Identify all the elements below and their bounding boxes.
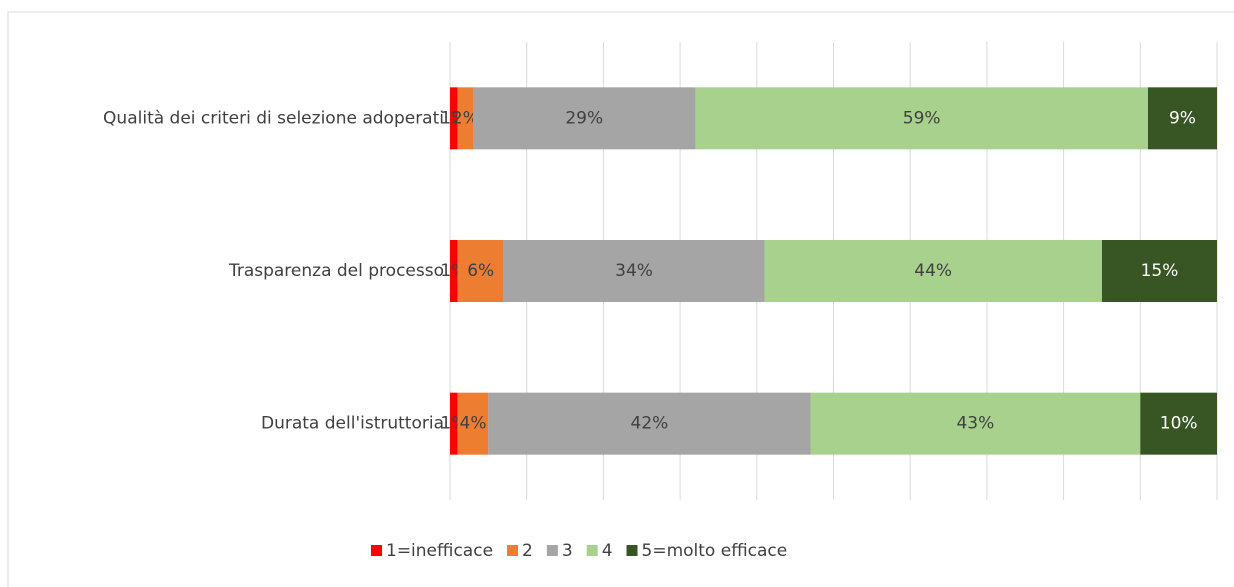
bar-segment [695, 87, 1148, 150]
bar-segment [1147, 87, 1217, 150]
bar-segment [450, 392, 458, 455]
data-label: 2% [452, 108, 479, 128]
legend-label: 2 [522, 541, 533, 561]
bar-segment [1140, 392, 1217, 455]
data-label: 59% [903, 108, 941, 128]
legend-swatch [546, 545, 558, 556]
bar-segment [503, 240, 765, 302]
y-tick-label: Qualità dei criteri di selezione adopera… [103, 108, 444, 128]
legend-swatch [586, 545, 598, 556]
data-label: 4% [460, 414, 487, 434]
data-label: 10% [1160, 414, 1198, 434]
legend-label: 3 [562, 541, 573, 561]
bar-segment [810, 392, 1141, 455]
data-label: 42% [631, 414, 669, 434]
bar-segment [457, 240, 504, 302]
data-label: 9% [1169, 108, 1196, 128]
bar-segment [457, 87, 474, 150]
bar-segment [450, 240, 458, 302]
bar-segment [764, 240, 1102, 302]
data-label: 15% [1141, 261, 1179, 281]
data-label: 34% [615, 261, 653, 281]
legend-swatch [371, 545, 382, 556]
legend-label: 5=molto efficace [642, 541, 788, 561]
data-label: 29% [565, 108, 603, 128]
legend-swatch [507, 545, 519, 556]
data-label: 43% [956, 414, 994, 434]
data-label: 6% [467, 261, 494, 281]
data-label: 44% [914, 261, 952, 281]
legend-label: 1=inefficace [386, 541, 493, 561]
bar-segment [457, 392, 489, 455]
legend-swatch [626, 545, 638, 556]
bar-segment [473, 87, 696, 150]
y-tick-label: Durata dell'istruttoria [261, 414, 444, 434]
y-tick-label: Trasparenza del processo [228, 261, 444, 281]
bar-segment [488, 392, 811, 455]
legend-label: 4 [602, 541, 613, 561]
bar-segment [1101, 240, 1217, 302]
bar-segment [450, 87, 458, 150]
